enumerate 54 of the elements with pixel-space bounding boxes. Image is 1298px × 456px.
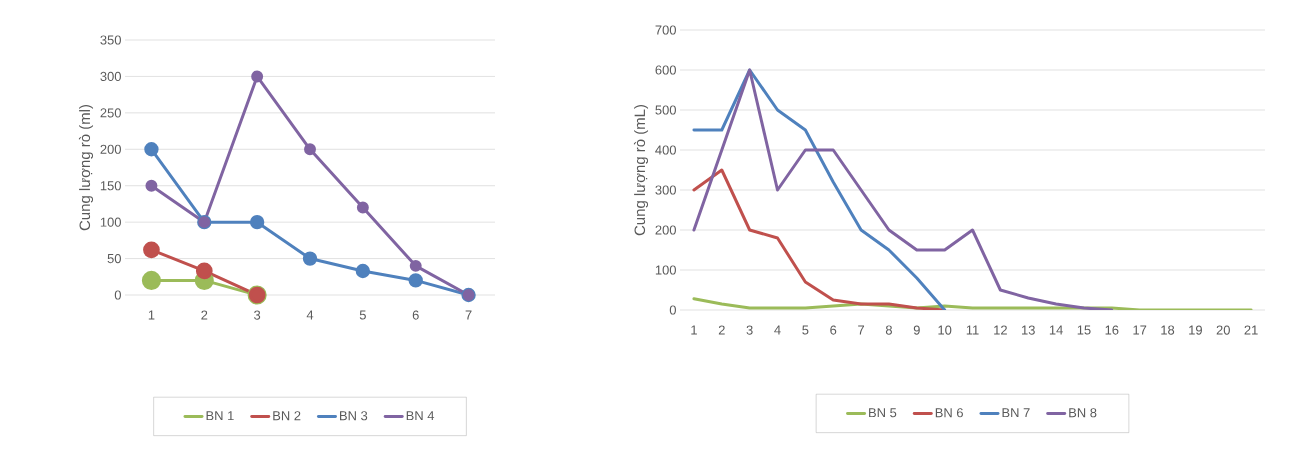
y-tick-label: 100 [655, 265, 676, 275]
x-tick-label: 6 [412, 310, 419, 320]
legend-label: BN 6 [935, 408, 963, 418]
y-tick-label: 0 [114, 290, 121, 300]
x-tick-label: 4 [306, 310, 314, 320]
y-tick-label: 400 [655, 145, 676, 155]
x-tick-label: 4 [774, 325, 781, 335]
x-tick-label: 6 [830, 325, 837, 335]
x-tick-label: 13 [1022, 325, 1035, 335]
legend-label: BN 4 [406, 411, 435, 421]
x-tick-label: 3 [746, 325, 753, 335]
y-tick-label: 300 [100, 71, 121, 82]
x-tick-label: 2 [201, 310, 208, 320]
legend-label: BN 1 [206, 411, 234, 421]
x-tick-label: 12 [994, 325, 1007, 335]
x-tick-label: 11 [966, 325, 979, 335]
x-tick-label: 18 [1161, 325, 1175, 335]
y-tick-label: 600 [655, 65, 676, 75]
x-tick-label: 1 [148, 310, 155, 320]
x-tick-label: 20 [1216, 325, 1230, 335]
y-tick-label: 100 [100, 217, 121, 227]
x-tick-label: 5 [802, 325, 809, 335]
y-tick-label: 300 [655, 185, 676, 195]
legend-label: BN 8 [1069, 408, 1097, 418]
y-tick-label: 700 [655, 25, 676, 35]
x-tick-label: 19 [1189, 325, 1202, 335]
y-tick-label: 0 [669, 305, 676, 315]
y-axis-title: Cung lượng rò (ml) [78, 104, 94, 231]
x-tick-label: 14 [1049, 325, 1063, 335]
y-tick-label: 150 [100, 181, 121, 191]
y-tick-label: 250 [100, 108, 121, 118]
legend-label: BN 2 [273, 411, 301, 421]
y-axis-title: Cung lượng rò (mL) [633, 105, 649, 236]
x-tick-label: 1 [691, 325, 697, 335]
x-tick-label: 10 [938, 325, 952, 335]
x-tick-label: 17 [1133, 325, 1147, 335]
x-tick-label: 21 [1244, 325, 1258, 335]
x-tick-label: 8 [885, 325, 892, 335]
y-tick-label: 50 [107, 253, 121, 264]
x-tick-label: 7 [465, 310, 472, 320]
legend-label: BN 7 [1002, 408, 1030, 418]
legend-label: BN 3 [340, 411, 368, 421]
y-tick-label: 500 [655, 105, 676, 115]
y-tick-label: 200 [655, 225, 676, 235]
legend-label: BN 5 [869, 408, 897, 418]
y-tick-label: 350 [100, 35, 121, 45]
x-tick-label: 5 [359, 310, 366, 320]
x-tick-label: 16 [1105, 325, 1119, 335]
x-tick-label: 15 [1077, 325, 1091, 335]
x-tick-label: 7 [858, 325, 865, 335]
x-tick-label: 3 [254, 310, 261, 320]
x-tick-label: 9 [913, 325, 920, 335]
x-tick-label: 2 [718, 325, 725, 335]
y-tick-label: 200 [100, 144, 121, 154]
